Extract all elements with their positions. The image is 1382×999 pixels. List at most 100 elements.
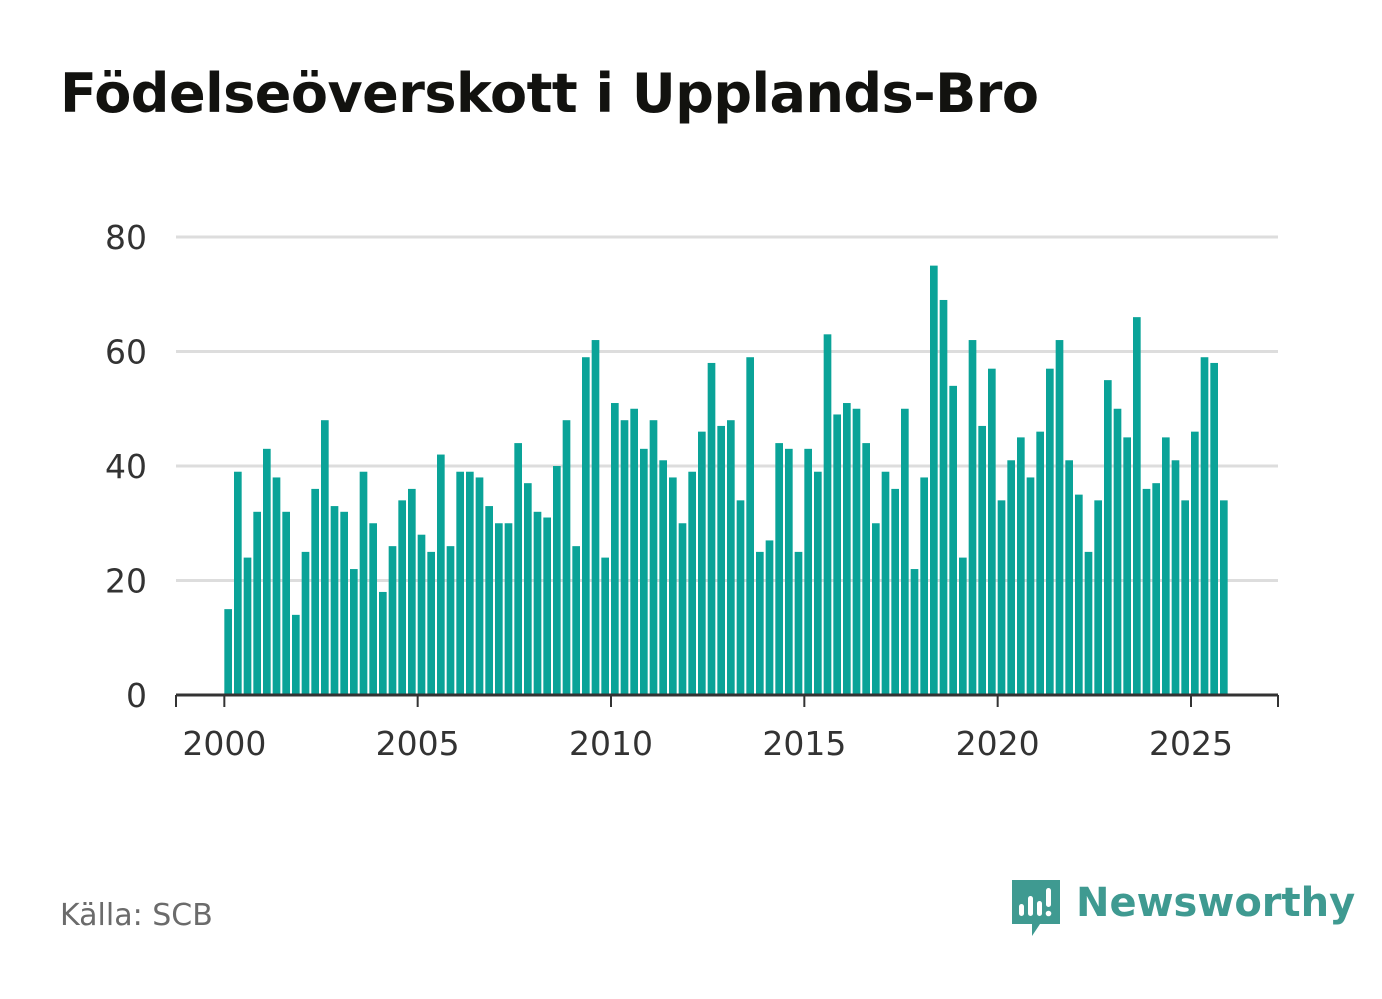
bar (1036, 431, 1044, 695)
bar (1017, 437, 1025, 696)
bar (301, 551, 310, 696)
bar (881, 471, 890, 695)
bar (1200, 357, 1209, 695)
bar (968, 340, 977, 695)
bar (1123, 437, 1131, 696)
bar (543, 517, 551, 695)
bar (620, 420, 629, 695)
y-tick-label: 0 (126, 676, 147, 715)
bar (1026, 477, 1035, 695)
x-tick-label: 2010 (569, 724, 653, 763)
bar (330, 506, 339, 695)
bar (398, 500, 406, 695)
brand[interactable]: Newsworthy (1010, 878, 1355, 942)
bar (659, 460, 667, 695)
bar (891, 488, 899, 695)
bar (340, 511, 348, 695)
x-tick-label: 2015 (762, 724, 846, 763)
bar (823, 334, 832, 695)
bar (272, 477, 281, 695)
bar (988, 368, 996, 695)
bar (1181, 500, 1189, 695)
bar (1171, 460, 1180, 695)
bar (959, 557, 967, 695)
bar (717, 425, 725, 695)
bar (533, 511, 542, 695)
bar (804, 448, 812, 695)
bar (1113, 408, 1122, 695)
bar (978, 425, 986, 695)
bar (572, 546, 580, 695)
bar (765, 540, 774, 695)
bar (388, 546, 397, 695)
x-tick-label: 2025 (1149, 724, 1233, 763)
bar (611, 403, 619, 695)
bar (1152, 483, 1160, 695)
bar (756, 551, 764, 696)
bar (688, 471, 696, 695)
bar (736, 500, 745, 695)
bar (553, 466, 561, 695)
bar (524, 483, 532, 695)
bar (901, 408, 909, 695)
bar (601, 557, 609, 695)
bar (1220, 500, 1228, 695)
bar (862, 443, 870, 695)
bar (417, 534, 426, 695)
axes: 0 20 40 60 80 2000 2005 2010 2015 2020 2025 (105, 218, 1279, 763)
chart-title: Födelseöverskott i Upplands-Bro (60, 62, 1039, 125)
bar (350, 569, 358, 695)
bar (707, 362, 716, 695)
bar (1084, 551, 1093, 696)
bar (1094, 500, 1102, 695)
bar (939, 299, 948, 695)
bar (379, 591, 387, 695)
bar (1055, 340, 1064, 695)
bar (930, 265, 938, 696)
bar (437, 454, 445, 695)
bar (1142, 488, 1151, 695)
bars (224, 265, 1228, 696)
bar (292, 614, 300, 695)
bar (1162, 437, 1170, 696)
bar (746, 357, 754, 695)
bar (1133, 317, 1141, 695)
bar (785, 448, 793, 695)
y-tick-label: 40 (105, 447, 147, 486)
y-tick-label: 20 (105, 562, 147, 601)
bar (843, 403, 851, 695)
bar (408, 488, 416, 695)
bar (466, 471, 474, 695)
brand-name: Newsworthy (1076, 880, 1356, 926)
bar (997, 500, 1006, 695)
newsworthy-logo-icon (1012, 880, 1060, 936)
bar (1046, 368, 1054, 695)
bar (630, 408, 638, 695)
bar (369, 523, 377, 695)
bar (872, 523, 880, 695)
x-tick-label: 2000 (182, 724, 266, 763)
bar (1104, 380, 1112, 696)
bar (852, 408, 861, 695)
x-tick-label: 2020 (956, 724, 1040, 763)
bar (514, 443, 522, 695)
bar (475, 477, 484, 695)
bar (649, 420, 658, 695)
bar (311, 488, 319, 695)
bar (359, 471, 368, 695)
bar (485, 506, 493, 695)
source-label: Källa: SCB (60, 898, 213, 933)
bar (1007, 460, 1015, 695)
bar (591, 340, 600, 695)
bar (456, 471, 464, 695)
bar (727, 420, 735, 695)
bar (562, 420, 571, 695)
bar (698, 431, 706, 695)
bar (224, 609, 232, 696)
bar (640, 448, 648, 695)
bar (1065, 460, 1073, 695)
bar (282, 511, 290, 695)
bar (1191, 431, 1199, 695)
bar (678, 523, 687, 695)
bar (427, 551, 435, 696)
